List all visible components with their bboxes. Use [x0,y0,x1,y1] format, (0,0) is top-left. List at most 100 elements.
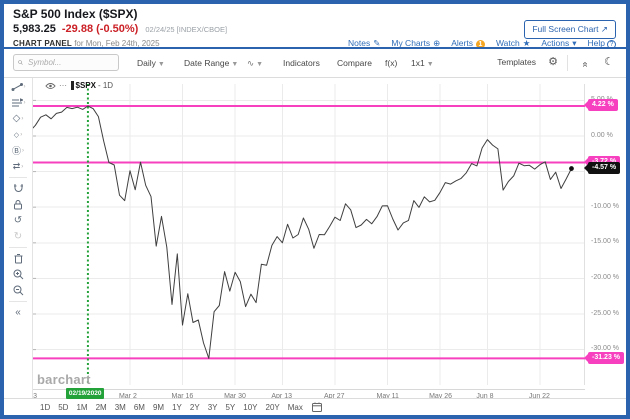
period-button-5d[interactable]: 5D [58,402,69,412]
header-link-notes[interactable]: Notes ✎ [348,38,381,48]
period-button-1y[interactable]: 1Y [172,402,182,412]
y-axis: 5.00 % 0.00 % -10.00 % -15.00 % -20.00 % -25.… [583,78,626,415]
period-button-2y[interactable]: 2Y [189,402,200,412]
star-icon: ★ [522,38,531,48]
symbol-input[interactable] [26,57,114,68]
fullscreen-chart-button[interactable]: Full Screen Chart ↗ [524,20,616,39]
period-button-3y[interactable]: 3Y [207,402,218,412]
annotation-value-tag[interactable]: -31.23 % [583,351,625,364]
period-buttons: 1D 5D 1M 2M 3M 6M 9M 1Y 2Y 3Y 5Y 10Y 20Y Max [40,403,311,412]
period-button-1d[interactable]: 1D [40,402,51,412]
chart-panel-date: for Mon, Feb 24th, 2025 [74,39,160,48]
series-color-bar [71,81,74,90]
x-tick-label: Apr 13 [271,393,292,400]
period-button-2m[interactable]: 2M [95,402,107,412]
last-price: 5,983.25 [13,23,56,35]
line-style-icon: ∿ [247,58,255,68]
collapse-panel-icon[interactable]: « [579,61,591,68]
annotation-value-tag[interactable]: 4.22 % [584,99,618,112]
x-axis: Feb 3 Mar 2 Mar 16 Mar 30 Apr 13 Apr 27 May 11… [33,389,585,403]
measure-tool-icon[interactable]: ⇄ › [12,161,24,171]
x-tick-label: May 11 [376,393,399,400]
lock-icon[interactable] [4,197,32,212]
header-link-actions[interactable]: Actions ▾ [541,38,577,48]
plus-circle-icon: ⊕ [433,38,441,48]
period-button-3m[interactable]: 3M [114,402,126,412]
x-tick-label: Jun 8 [476,393,494,400]
collapse-sidebar-icon[interactable]: « [15,307,21,318]
header-links: Notes ✎ My Charts ⊕ Alerts 1 Watch ★ Actions ▾ Hel… [337,38,616,49]
text-annotation-tool-icon[interactable]: Ⓑ › [11,146,24,156]
sidebar-divider [9,301,27,302]
quote-date-source: 02/24/25 [INDEX/CBOE] [145,25,228,34]
header-link-my-charts[interactable]: My Charts ⊕ [391,38,441,48]
period-button-10y[interactable]: 10Y [243,402,258,412]
indicators-button[interactable]: Indicators [283,58,320,68]
small-shape-tool-icon[interactable]: ◇ › [13,131,23,139]
sidebar-divider [9,247,27,248]
period-button-max[interactable]: Max [287,402,303,412]
date-range-dropdown[interactable]: Date Range ▼ [184,58,239,68]
quote-row: 5,983.25 -29.88 (-0.50%) 02/24/25 [INDEX… [13,23,227,35]
chart-plot-area[interactable]: ⋯ $SPX - 1D barchart Feb 3 Mar 2 Mar 16 Mar… [33,78,585,415]
x-tick-label: Jun 22 [528,393,550,400]
undo-icon[interactable]: ↺ [13,215,23,226]
x-tick-label: Mar 16 [171,393,194,400]
period-button-9m[interactable]: 9M [152,402,165,412]
y-tick-label: -30.00 % [591,345,620,353]
search-icon [18,60,23,65]
price-change: -29.88 (-0.50%) [61,23,139,35]
templates-button[interactable]: Templates [497,57,536,67]
zoom-in-icon[interactable] [4,267,32,282]
zoom-out-icon[interactable] [4,283,32,298]
annotation-tools-icon[interactable]: › [4,95,32,110]
x-tick-label: Feb 3 [33,393,38,400]
x-tick-label: May 26 [429,393,453,400]
period-button-5y[interactable]: 5Y [225,402,236,412]
trendline-tool-icon[interactable]: › [4,79,32,94]
y-tick-label: -20.00 % [591,273,620,281]
calendar-icon[interactable] [311,402,322,412]
y-tick-label: -15.00 % [591,238,620,246]
settings-gear-icon[interactable]: ⚙ [548,56,558,68]
legend-symbol: $SPX [75,81,96,90]
barchart-watermark: barchart [37,372,91,387]
grid-layout-dropdown[interactable]: 1x1 ▼ [411,58,434,68]
drawing-tools-sidebar: › › ◇ › ◇ › Ⓑ › ⇄ › ↺ ↻ « [4,78,33,415]
dark-mode-moon-icon[interactable]: ☾ [604,56,614,68]
chevron-down-icon: ▼ [256,61,264,68]
header-link-alerts[interactable]: Alerts 1 [451,38,485,49]
y-tick-label: 0.00 % [591,131,613,139]
header-link-watch[interactable]: Watch ★ [495,38,531,48]
y-tick-label: -10.00 % [591,202,620,210]
y-tick-label: 5.00 % [591,96,613,103]
series-legend[interactable]: ⋯ $SPX - 1D [45,81,113,90]
chart-toolbar: Daily▼ Date Range▼ ∿▼ Indicators Compare… [4,49,626,78]
period-button-20y[interactable]: 20Y [265,402,280,412]
visibility-eye-icon[interactable] [45,82,56,90]
event-date-label: 02/19/2020 [65,388,105,399]
compare-button[interactable]: Compare [337,58,372,68]
expressions-button[interactable]: f(x) [385,58,398,68]
pencil-icon: ✎ [373,38,381,48]
series-menu-icon[interactable]: ⋯ [59,81,68,90]
chevron-down-icon: ▼ [157,61,165,68]
panel-subtitle: CHART PANEL for Mon, Feb 24th, 2025 [13,39,160,48]
symbol-search-box[interactable] [13,54,119,71]
chevron-down-icon: ▼ [231,61,239,68]
trash-icon[interactable] [4,251,32,266]
magnet-icon[interactable] [4,181,32,196]
period-button-6m[interactable]: 6M [133,402,145,412]
legend-interval: - 1D [97,81,114,90]
redo-icon[interactable]: ↻ [13,231,23,242]
current-value-tag: -4.57 % [583,162,621,175]
expand-arrow-icon: ↗ [600,24,608,34]
shapes-tool-icon[interactable]: ◇ › [12,113,24,124]
x-tick-label: Apr 27 [323,393,345,400]
chart-type-dropdown[interactable]: ∿ ▼ [247,58,263,69]
period-button-1m[interactable]: 1M [76,402,88,412]
toolbar-divider [567,55,568,71]
frequency-dropdown[interactable]: Daily ▼ [137,58,165,68]
price-line-chart[interactable] [33,84,585,385]
